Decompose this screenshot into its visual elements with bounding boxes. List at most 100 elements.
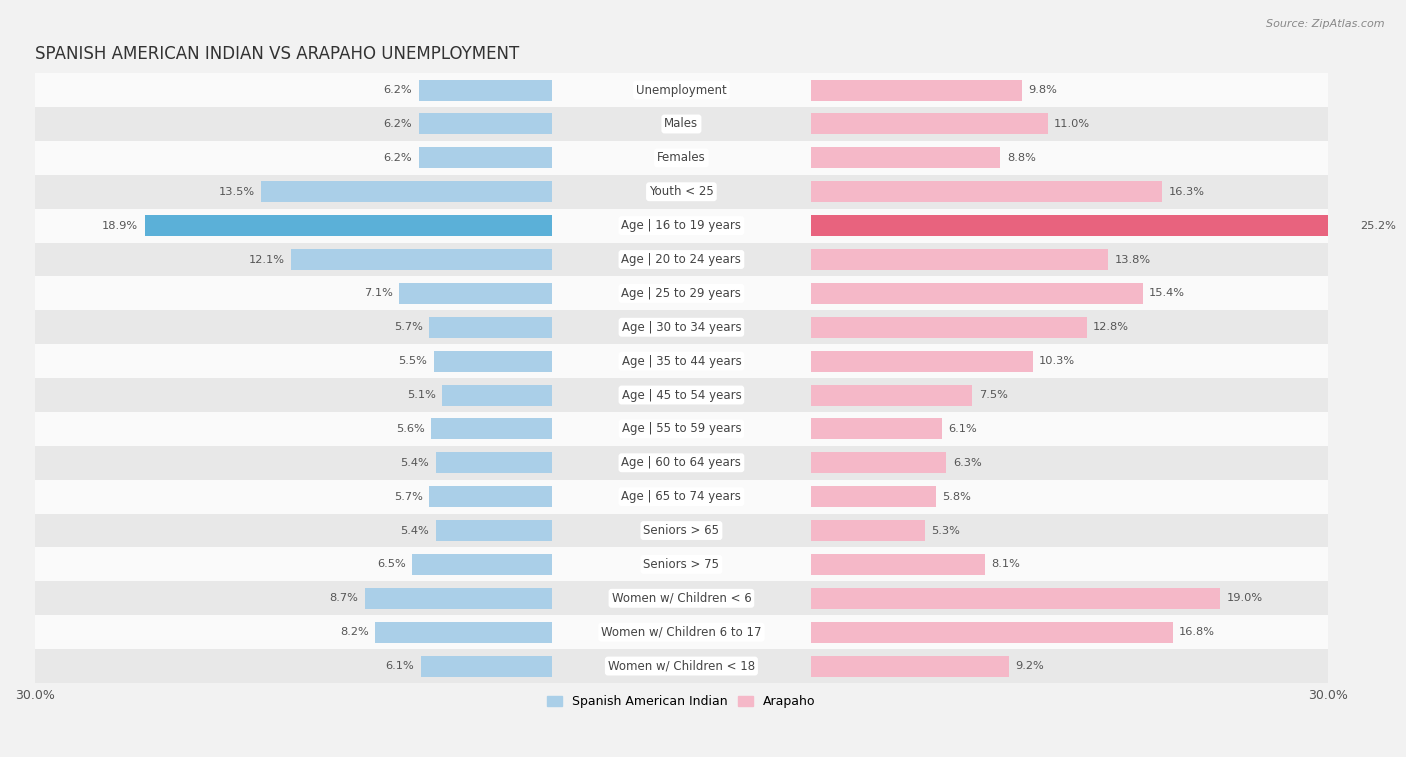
Bar (811, 419, 942, 439)
Text: Source: ZipAtlas.com: Source: ZipAtlas.com (1267, 19, 1385, 29)
Text: Age | 60 to 64 years: Age | 60 to 64 years (621, 456, 741, 469)
Bar (364, 587, 553, 609)
Text: Females: Females (657, 151, 706, 164)
Bar (35, 209, 1327, 242)
Text: Males: Males (665, 117, 699, 130)
Bar (291, 249, 553, 270)
Bar (811, 215, 1354, 236)
Bar (412, 554, 553, 575)
Bar (811, 520, 925, 541)
Text: 9.8%: 9.8% (1028, 85, 1057, 95)
Bar (811, 181, 1161, 202)
Text: 12.1%: 12.1% (249, 254, 285, 264)
Text: Women w/ Children < 18: Women w/ Children < 18 (607, 659, 755, 672)
Bar (419, 114, 553, 135)
Bar (436, 452, 553, 473)
Bar (35, 141, 1327, 175)
Bar (811, 350, 1032, 372)
Text: 25.2%: 25.2% (1360, 220, 1396, 231)
Bar (432, 419, 553, 439)
Text: Youth < 25: Youth < 25 (650, 185, 714, 198)
Bar (811, 249, 1108, 270)
Bar (429, 316, 553, 338)
Bar (35, 310, 1327, 344)
Text: 5.3%: 5.3% (931, 525, 960, 535)
Text: 6.2%: 6.2% (384, 119, 412, 129)
Text: 18.9%: 18.9% (103, 220, 138, 231)
Text: 16.3%: 16.3% (1168, 187, 1205, 197)
Text: Age | 20 to 24 years: Age | 20 to 24 years (621, 253, 741, 266)
Text: 7.1%: 7.1% (364, 288, 392, 298)
Bar (811, 385, 973, 406)
Text: 15.4%: 15.4% (1149, 288, 1185, 298)
Bar (35, 513, 1327, 547)
Bar (420, 656, 553, 677)
Text: 6.2%: 6.2% (384, 85, 412, 95)
Text: 6.1%: 6.1% (385, 661, 415, 671)
Text: 9.2%: 9.2% (1015, 661, 1045, 671)
Text: 8.7%: 8.7% (329, 593, 359, 603)
Text: Seniors > 75: Seniors > 75 (644, 558, 720, 571)
Text: Seniors > 65: Seniors > 65 (644, 524, 720, 537)
Text: 6.3%: 6.3% (953, 458, 981, 468)
Text: Age | 45 to 54 years: Age | 45 to 54 years (621, 388, 741, 401)
Text: 5.1%: 5.1% (406, 390, 436, 400)
Bar (35, 175, 1327, 209)
Text: Age | 35 to 44 years: Age | 35 to 44 years (621, 354, 741, 368)
Bar (811, 283, 1143, 304)
Text: 5.4%: 5.4% (401, 458, 429, 468)
Bar (399, 283, 553, 304)
Bar (35, 73, 1327, 107)
Text: 6.2%: 6.2% (384, 153, 412, 163)
Text: 5.6%: 5.6% (396, 424, 425, 434)
Bar (35, 615, 1327, 649)
Bar (811, 148, 1000, 168)
Bar (811, 621, 1173, 643)
Text: SPANISH AMERICAN INDIAN VS ARAPAHO UNEMPLOYMENT: SPANISH AMERICAN INDIAN VS ARAPAHO UNEMP… (35, 45, 519, 64)
Text: 12.8%: 12.8% (1092, 322, 1129, 332)
Text: Age | 65 to 74 years: Age | 65 to 74 years (621, 491, 741, 503)
Text: Age | 25 to 29 years: Age | 25 to 29 years (621, 287, 741, 300)
Text: 7.5%: 7.5% (979, 390, 1008, 400)
Text: Age | 16 to 19 years: Age | 16 to 19 years (621, 219, 741, 232)
Bar (443, 385, 553, 406)
Text: 5.5%: 5.5% (398, 356, 427, 366)
Bar (35, 344, 1327, 378)
Text: 5.4%: 5.4% (401, 525, 429, 535)
Bar (35, 242, 1327, 276)
Bar (811, 554, 986, 575)
Bar (35, 649, 1327, 683)
Text: 6.1%: 6.1% (949, 424, 977, 434)
Text: Women w/ Children < 6: Women w/ Children < 6 (612, 592, 751, 605)
Text: Unemployment: Unemployment (636, 83, 727, 97)
Text: 5.7%: 5.7% (394, 322, 423, 332)
Text: 16.8%: 16.8% (1180, 628, 1215, 637)
Bar (419, 148, 553, 168)
Text: Women w/ Children 6 to 17: Women w/ Children 6 to 17 (602, 626, 762, 639)
Bar (811, 316, 1087, 338)
Bar (35, 480, 1327, 513)
Text: 8.1%: 8.1% (991, 559, 1021, 569)
Text: 5.7%: 5.7% (394, 491, 423, 502)
Text: 13.8%: 13.8% (1115, 254, 1150, 264)
Bar (375, 621, 553, 643)
Bar (811, 452, 946, 473)
Bar (811, 587, 1220, 609)
Text: Age | 55 to 59 years: Age | 55 to 59 years (621, 422, 741, 435)
Bar (811, 486, 935, 507)
Bar (811, 656, 1010, 677)
Text: 19.0%: 19.0% (1226, 593, 1263, 603)
Bar (35, 107, 1327, 141)
Text: 11.0%: 11.0% (1054, 119, 1090, 129)
Bar (429, 486, 553, 507)
Bar (145, 215, 553, 236)
Bar (35, 276, 1327, 310)
Text: 8.2%: 8.2% (340, 628, 368, 637)
Text: 13.5%: 13.5% (218, 187, 254, 197)
Bar (433, 350, 553, 372)
Text: 6.5%: 6.5% (377, 559, 405, 569)
Bar (35, 412, 1327, 446)
Bar (436, 520, 553, 541)
Bar (419, 79, 553, 101)
Text: 10.3%: 10.3% (1039, 356, 1076, 366)
